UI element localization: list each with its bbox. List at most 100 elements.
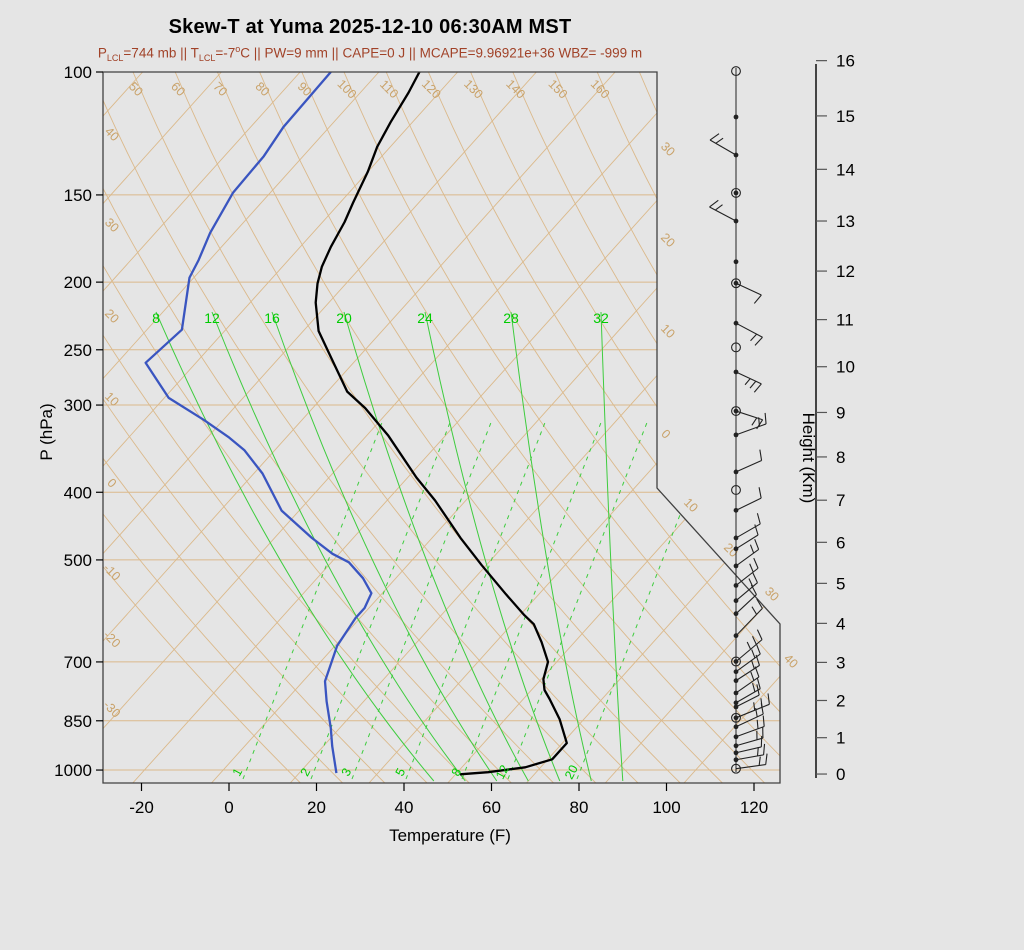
height-tick-label: 0: [836, 765, 845, 784]
plot-boundary: [102, 71, 781, 784]
pressure-tick-label: 400: [64, 483, 92, 502]
wind-barb: [733, 743, 766, 763]
dewpoint-curve: [144, 72, 373, 774]
height-tick-label: 9: [836, 403, 845, 422]
temperature-tick-label: 40: [395, 798, 414, 817]
svg-text:40: 40: [781, 651, 801, 671]
param-seg2: =-7: [215, 45, 236, 61]
wind-barb: [731, 485, 741, 495]
height-tick-label: 14: [836, 160, 855, 179]
chart-title: Skew-T at Yuma 2025-12-10 06:30AM MST: [168, 16, 572, 38]
pressure-tick-label: 850: [64, 712, 92, 731]
svg-text:-10: -10: [100, 561, 123, 584]
height-tick-label: 16: [836, 52, 855, 71]
temperature-axis-title: Temperature (F): [389, 826, 511, 845]
svg-text:60: 60: [168, 79, 188, 99]
svg-text:28: 28: [503, 310, 519, 326]
wind-barb: [733, 449, 763, 475]
svg-text:20: 20: [102, 306, 122, 326]
height-tick-label: 15: [836, 107, 855, 126]
wind-barb: [733, 114, 739, 120]
pressure-tick-label: 300: [64, 396, 92, 415]
wind-barb: [733, 584, 757, 617]
svg-text:70: 70: [210, 79, 230, 99]
param-t-sub: LCL: [198, 53, 216, 64]
wind-barb: [733, 320, 763, 346]
wind-barb: [731, 629, 763, 667]
height-tick-label: 3: [836, 653, 845, 672]
svg-text:-30: -30: [100, 698, 123, 721]
pressure-tick-label: 200: [64, 273, 92, 292]
svg-text:3: 3: [339, 766, 355, 779]
temperature-tick-label: -20: [129, 798, 154, 817]
temperature-curve: [314, 72, 568, 776]
wind-barb: [733, 598, 763, 639]
wind-barb: [733, 684, 760, 710]
height-tick-label: 1: [836, 729, 845, 748]
temperature-tick-label: 120: [740, 798, 768, 817]
param-p: P: [97, 45, 107, 61]
svg-text:30: 30: [762, 584, 782, 604]
param-p-sub: LCL: [106, 53, 124, 64]
wind-barb: [733, 259, 739, 265]
svg-text:-20: -20: [100, 628, 123, 651]
wind-barb: [733, 369, 762, 393]
height-tick-label: 2: [836, 691, 845, 710]
temperature-tick-label: 100: [652, 798, 680, 817]
pressure-tick-label: 250: [64, 341, 92, 360]
svg-text:20: 20: [562, 763, 581, 782]
background-grid: [103, 72, 780, 783]
wind-barb: [733, 735, 763, 756]
sounding-parameters: PLCL=744 mb || TLCL=-7oC || PW=9 mm || C…: [0, 44, 740, 63]
svg-text:20: 20: [336, 310, 352, 326]
wind-barb: [709, 133, 739, 158]
height-tick-label: 13: [836, 212, 855, 231]
svg-text:24: 24: [417, 310, 433, 326]
wind-barb-column: [709, 66, 770, 774]
svg-text:8: 8: [152, 310, 160, 326]
wind-barb: [733, 572, 758, 604]
wind-barb: [733, 557, 759, 588]
height-tick-label: 6: [836, 533, 845, 552]
svg-text:10: 10: [102, 389, 122, 409]
param-t: T: [190, 45, 199, 61]
temperature-tick-label: 20: [307, 798, 326, 817]
pressure-tick-label: 700: [64, 653, 92, 672]
height-tick-label: 10: [836, 358, 855, 377]
pressure-tick-label: 1000: [54, 761, 92, 780]
svg-text:40: 40: [102, 124, 122, 144]
sounding-curves: [144, 72, 568, 776]
wind-barb: [733, 538, 760, 569]
svg-text:0: 0: [104, 476, 119, 491]
svg-text:1: 1: [230, 766, 246, 779]
moisture-lines: [155, 311, 718, 782]
wind-barb: [733, 678, 761, 706]
wind-barb: [731, 753, 768, 774]
pressure-tick-label: 150: [64, 186, 92, 205]
svg-text:20: 20: [658, 230, 678, 250]
svg-text:10: 10: [681, 495, 701, 515]
param-seg1: =744 mb ||: [123, 45, 191, 61]
svg-text:32: 32: [593, 310, 609, 326]
wind-barb: [709, 199, 739, 224]
wind-barb: [731, 278, 762, 304]
wind-barb: [733, 524, 759, 552]
wind-barb: [731, 342, 741, 353]
param-seg3: C || PW=9 mm || CAPE=0 J || MCAPE=9.9692…: [240, 45, 643, 61]
height-tick-label: 12: [836, 262, 855, 281]
height-tick-label: 8: [836, 448, 845, 467]
height-axis-title: Height (Km): [799, 413, 818, 504]
svg-text:16: 16: [264, 310, 280, 326]
pressure-tick-label: 500: [64, 551, 92, 570]
pressure-axis-title: P (hPa): [37, 403, 56, 460]
wind-barb: [733, 703, 764, 730]
svg-text:12: 12: [493, 763, 512, 782]
svg-text:80: 80: [253, 79, 273, 99]
svg-text:30: 30: [658, 139, 678, 159]
svg-text:50: 50: [126, 79, 146, 99]
wind-barb: [733, 487, 762, 513]
svg-text:0: 0: [658, 427, 673, 442]
temperature-tick-label: 80: [570, 798, 589, 817]
wind-barb: [733, 727, 764, 749]
